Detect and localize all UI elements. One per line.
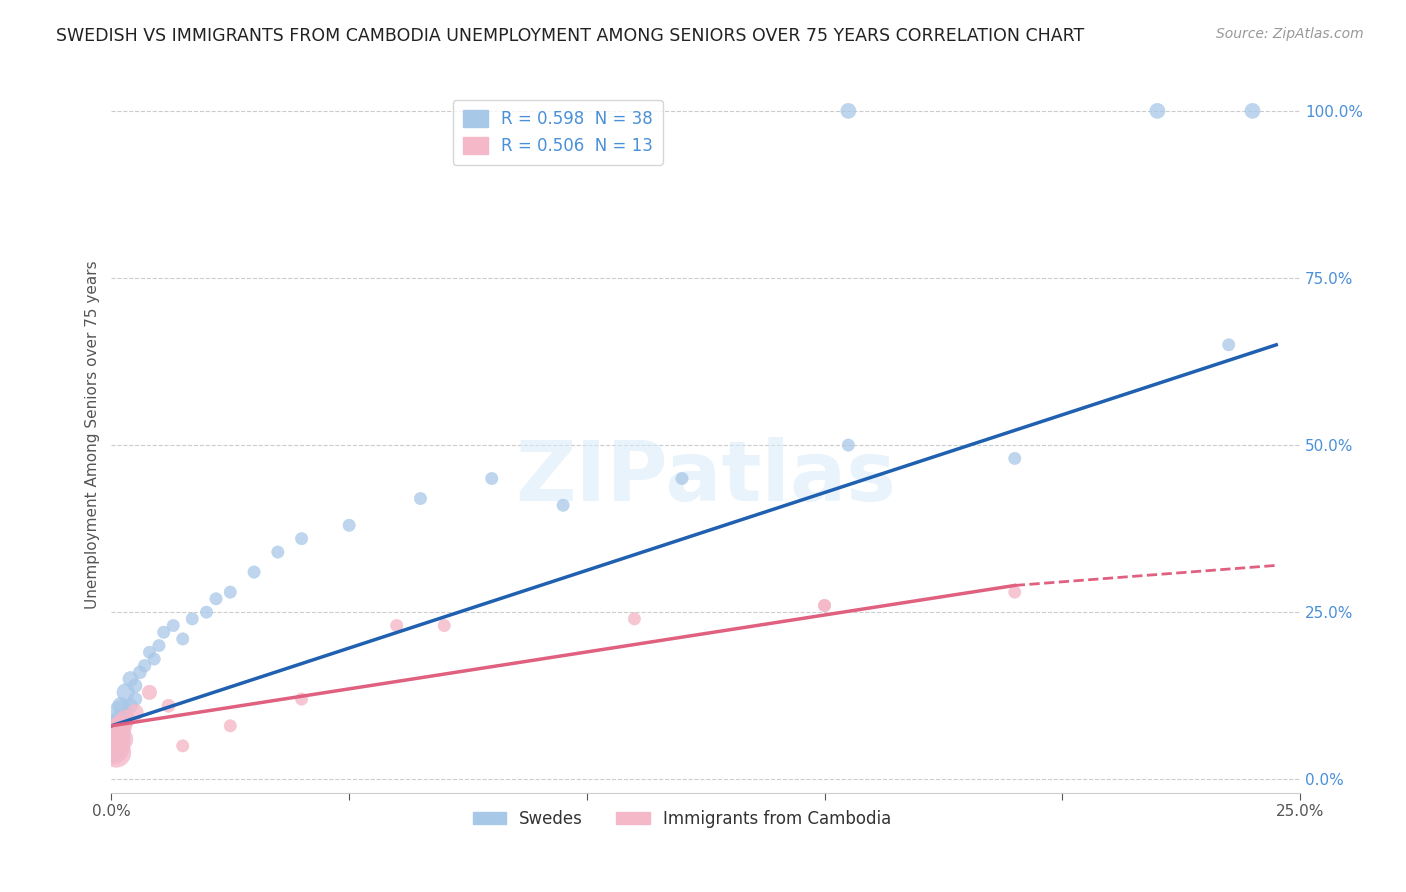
- Point: [219, 719, 242, 733]
- Point: [100, 725, 122, 739]
- Point: [105, 746, 128, 760]
- Point: [481, 471, 503, 485]
- Point: [148, 639, 170, 653]
- Point: [110, 725, 132, 739]
- Point: [105, 732, 128, 747]
- Text: Source: ZipAtlas.com: Source: ZipAtlas.com: [1216, 27, 1364, 41]
- Point: [110, 712, 132, 726]
- Point: [267, 545, 290, 559]
- Point: [124, 692, 146, 706]
- Point: [181, 612, 204, 626]
- Point: [138, 685, 160, 699]
- Point: [114, 685, 136, 699]
- Point: [337, 518, 360, 533]
- Point: [105, 719, 128, 733]
- Point: [195, 605, 218, 619]
- Point: [243, 565, 266, 579]
- Point: [100, 739, 122, 753]
- Point: [1004, 585, 1026, 599]
- Point: [162, 618, 184, 632]
- Point: [110, 706, 132, 720]
- Point: [110, 732, 132, 747]
- Point: [433, 618, 456, 632]
- Point: [110, 698, 132, 713]
- Point: [1146, 103, 1168, 118]
- Point: [409, 491, 432, 506]
- Point: [129, 665, 152, 680]
- Y-axis label: Unemployment Among Seniors over 75 years: Unemployment Among Seniors over 75 years: [86, 260, 100, 609]
- Point: [110, 719, 132, 733]
- Text: SWEDISH VS IMMIGRANTS FROM CAMBODIA UNEMPLOYMENT AMONG SENIORS OVER 75 YEARS COR: SWEDISH VS IMMIGRANTS FROM CAMBODIA UNEM…: [56, 27, 1084, 45]
- Point: [1004, 451, 1026, 466]
- Point: [120, 672, 142, 686]
- Point: [291, 532, 314, 546]
- Point: [837, 438, 859, 452]
- Point: [837, 103, 859, 118]
- Point: [291, 692, 314, 706]
- Point: [172, 739, 194, 753]
- Point: [143, 652, 166, 666]
- Point: [1218, 338, 1240, 352]
- Point: [1241, 103, 1264, 118]
- Point: [813, 599, 835, 613]
- Point: [105, 725, 128, 739]
- Point: [114, 712, 136, 726]
- Point: [172, 632, 194, 646]
- Point: [124, 706, 146, 720]
- Point: [551, 498, 574, 512]
- Legend: Swedes, Immigrants from Cambodia: Swedes, Immigrants from Cambodia: [465, 803, 898, 834]
- Point: [124, 679, 146, 693]
- Point: [205, 591, 228, 606]
- Point: [152, 625, 174, 640]
- Point: [385, 618, 408, 632]
- Point: [105, 746, 128, 760]
- Point: [100, 739, 122, 753]
- Point: [157, 698, 180, 713]
- Text: ZIPatlas: ZIPatlas: [515, 437, 896, 518]
- Point: [120, 698, 142, 713]
- Point: [813, 599, 835, 613]
- Point: [114, 712, 136, 726]
- Point: [623, 612, 645, 626]
- Point: [219, 585, 242, 599]
- Point: [134, 658, 156, 673]
- Point: [138, 645, 160, 659]
- Point: [671, 471, 693, 485]
